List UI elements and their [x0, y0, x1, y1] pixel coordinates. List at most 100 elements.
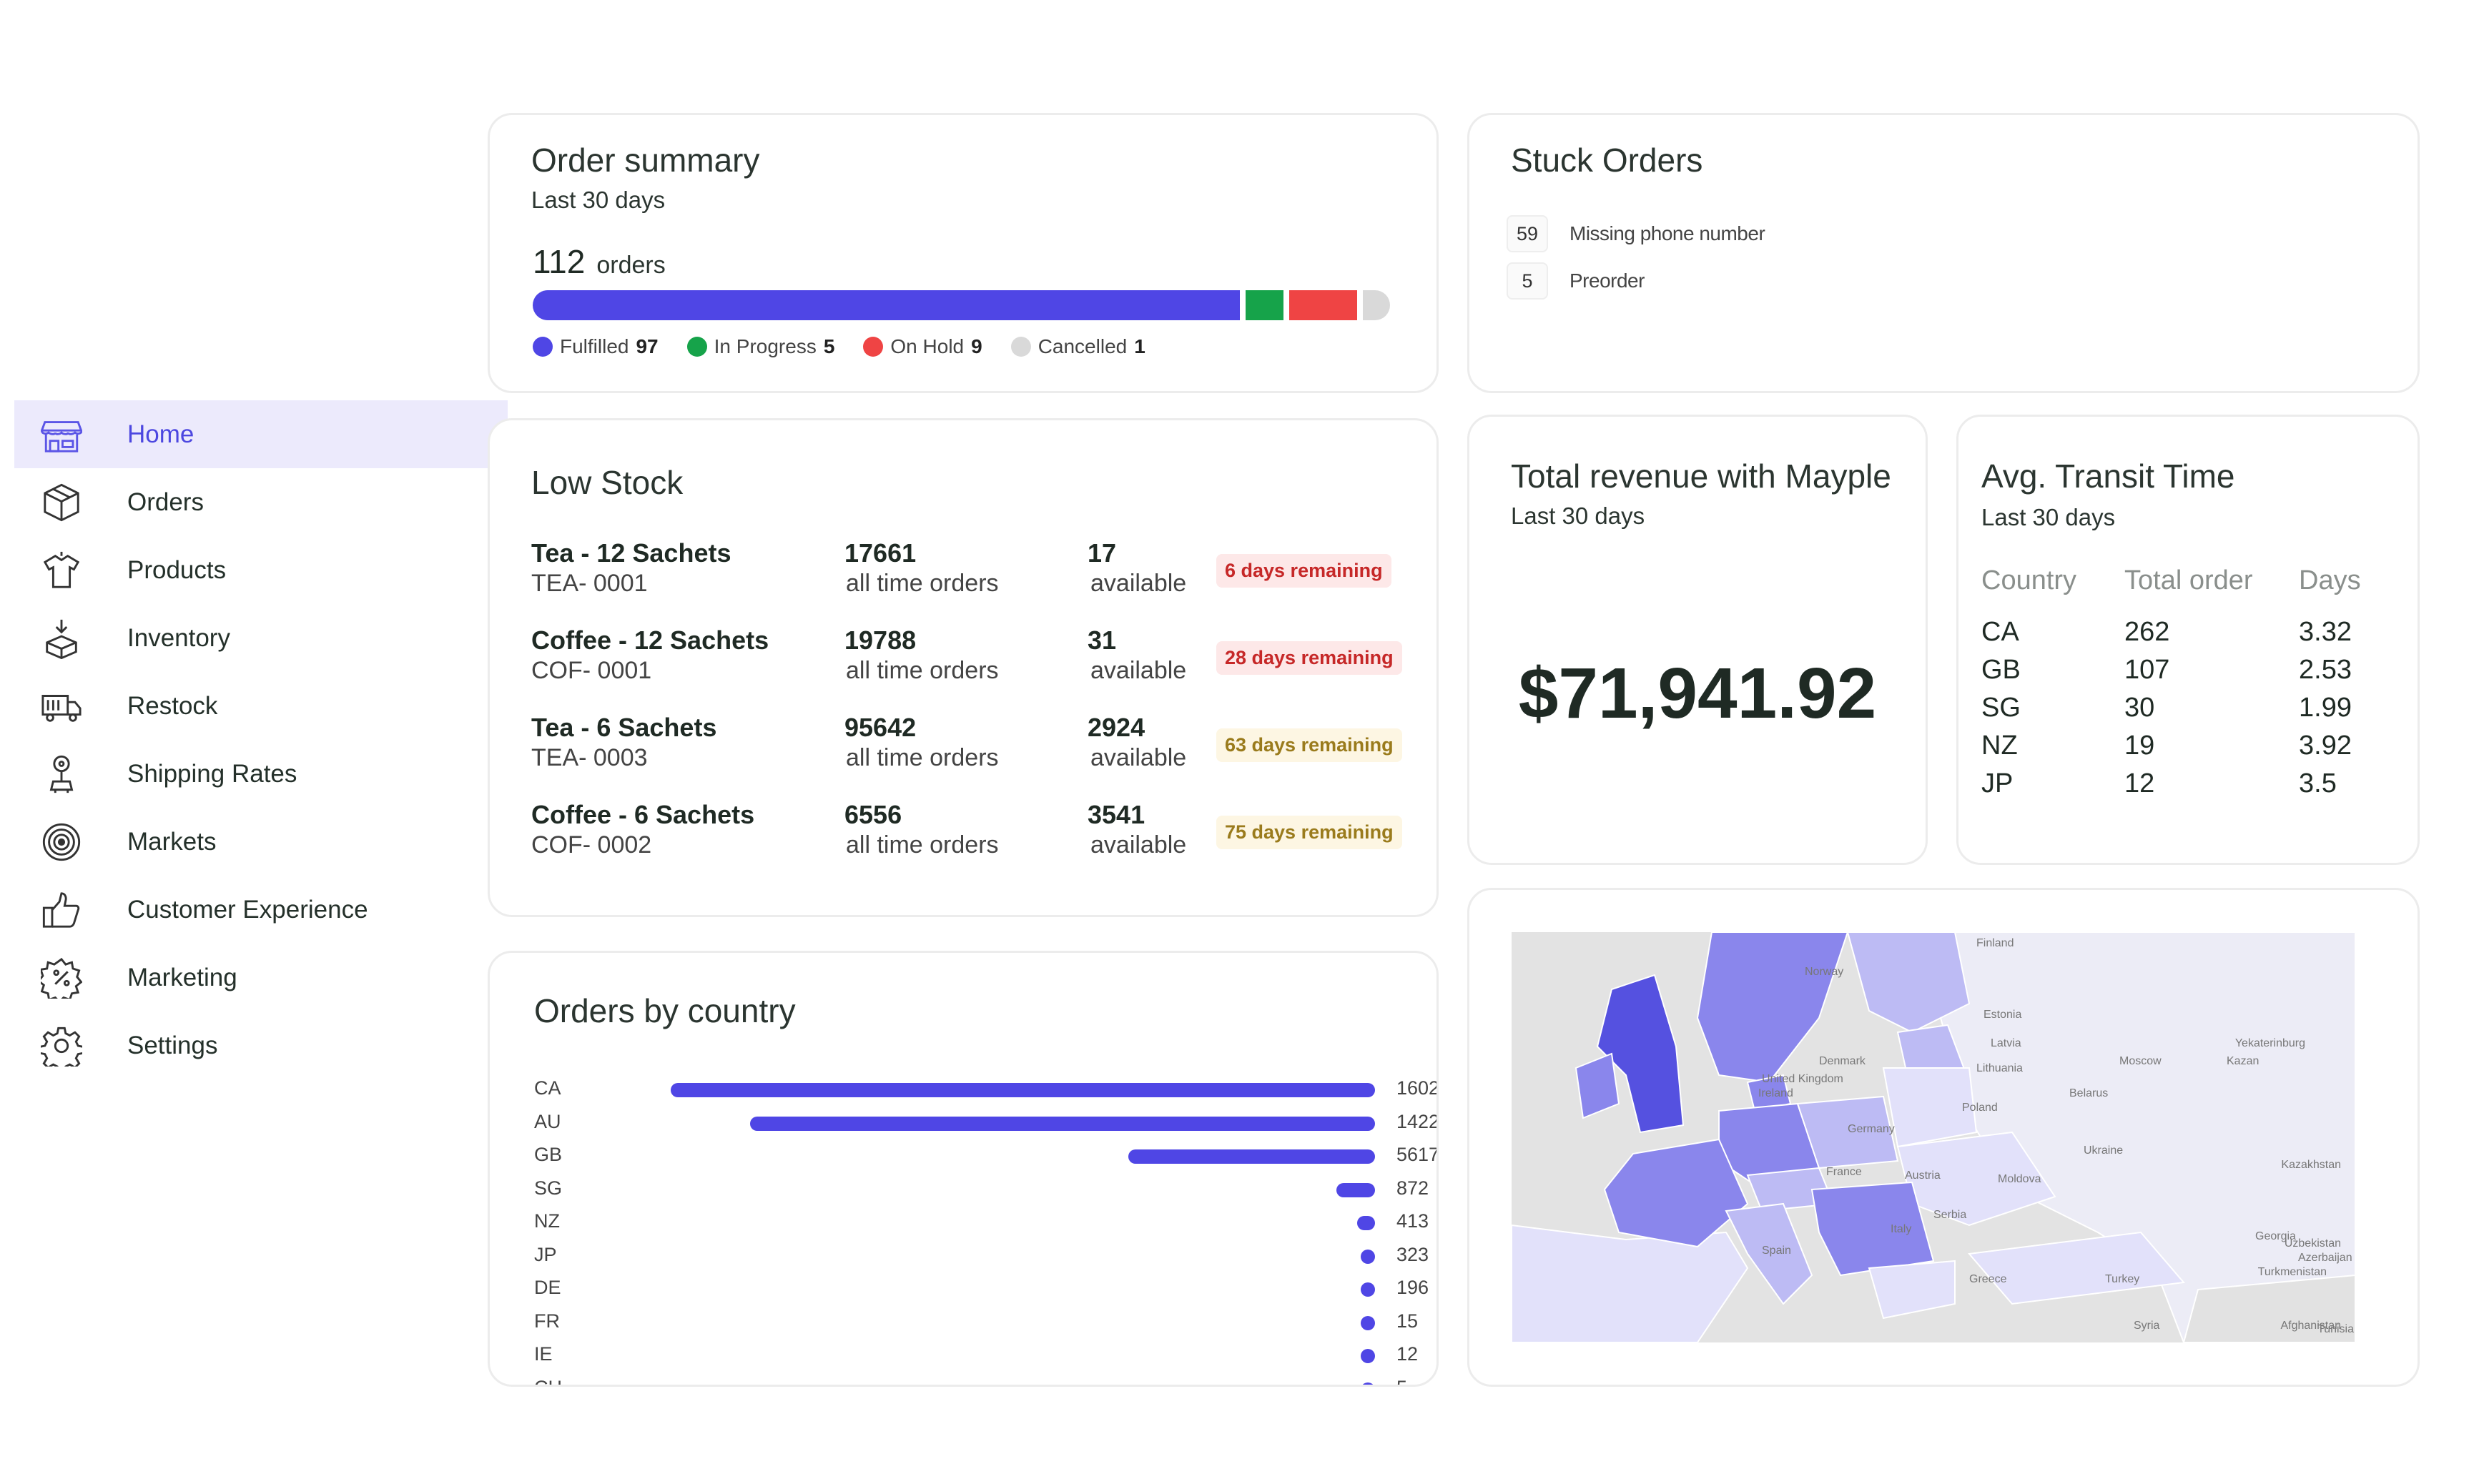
transit-days: 3.5 — [2299, 768, 2337, 798]
column-header: Days — [2299, 565, 2361, 595]
legend-item: In Progress 5 — [686, 335, 834, 358]
country-bar-row: NZ 413 — [534, 1206, 1429, 1239]
map-region-france[interactable] — [1603, 1138, 1749, 1248]
country-bar-row: DE 196 — [534, 1272, 1429, 1305]
truck-icon — [41, 686, 82, 727]
map-place-label: Belarus — [2069, 1087, 2108, 1099]
sidebar-item-label: Home — [127, 420, 194, 448]
country-bar — [1361, 1282, 1375, 1297]
low-stock-row[interactable]: Tea - 6 Sachets TEA- 0003 95642 all time or… — [531, 713, 1425, 791]
country-code: NZ — [534, 1210, 560, 1232]
map-place-label: United Kingdom — [1762, 1073, 1843, 1085]
legend-item: Cancelled 1 — [1010, 335, 1145, 358]
map-place-label: Azerbaijan — [2298, 1252, 2352, 1264]
product-sku: COF- 0002 — [531, 831, 652, 859]
map-place-label: Estonia — [1983, 1009, 2021, 1021]
country-code: JP — [534, 1243, 557, 1265]
order-status-segment — [1363, 290, 1391, 320]
card-subtitle: Last 30 days — [1981, 504, 2116, 530]
map-region-finland[interactable] — [1846, 932, 1971, 1034]
discount-badge-icon — [41, 957, 82, 999]
country-value: 12 — [1396, 1343, 1419, 1365]
low-stock-card: Low Stock Tea - 12 Sachets TEA- 0001 17661… — [488, 418, 1439, 917]
product-name: Coffee - 12 Sachets — [531, 625, 769, 655]
country-code: CA — [534, 1077, 561, 1099]
sidebar-item-markets[interactable]: Markets — [14, 808, 508, 876]
available-label: available — [1090, 744, 1187, 771]
map-place-label: Denmark — [1819, 1055, 1866, 1067]
transit-total-order: 19 — [2124, 731, 2155, 761]
map-place-label: Norway — [1805, 966, 1843, 978]
country-code: AU — [534, 1110, 561, 1132]
sidebar-item-restock[interactable]: Restock — [14, 672, 508, 740]
transit-days: 2.53 — [2299, 655, 2352, 685]
sidebar-item-customer-experience[interactable]: Customer Experience — [14, 876, 508, 944]
map-region-poland[interactable] — [1796, 1095, 1899, 1169]
card-subtitle: Last 30 days — [1511, 503, 1645, 529]
map-place-label: Serbia — [1933, 1209, 1966, 1221]
card-title: Stuck Orders — [1511, 142, 1703, 179]
card-title: Order summary — [531, 142, 760, 179]
map-place-label: Uzbekistan — [2285, 1237, 2341, 1250]
europe-map[interactable]: Finland Norway Estonia Latvia Lithuania Denma… — [1512, 932, 2355, 1342]
map-region-united-kingdom[interactable] — [1596, 974, 1685, 1134]
column-header: Country — [1981, 565, 2077, 595]
stuck-order-item[interactable]: 5 Preorder — [1507, 262, 1645, 300]
map-land-iberia[interactable] — [1512, 1224, 1749, 1342]
card-title: Avg. Transit Time — [1981, 457, 2235, 495]
boxes-icon — [41, 618, 82, 659]
country-bar-row: JP 323 — [534, 1240, 1429, 1272]
map-place-label: Poland — [1962, 1102, 1998, 1114]
map-region-balkans[interactable] — [1810, 1181, 1935, 1277]
sidebar-item-shipping-rates[interactable]: Shipping Rates — [14, 740, 508, 808]
all-time-orders: 95642 — [844, 713, 917, 742]
sidebar-item-inventory[interactable]: Inventory — [14, 604, 508, 672]
sidebar-item-settings[interactable]: Settings — [14, 1011, 508, 1079]
transit-country: SG — [1981, 693, 2021, 723]
sidebar-item-home[interactable]: Home — [14, 400, 508, 468]
card-subtitle: Last 30 days — [531, 187, 666, 213]
available-label: available — [1090, 831, 1187, 859]
product-name: Tea - 6 Sachets — [531, 713, 717, 742]
sidebar-item-orders[interactable]: Orders — [14, 468, 508, 536]
country-bar-row: SG 872 — [534, 1173, 1429, 1206]
card-title: Orders by country — [534, 992, 796, 1029]
map-region-greece[interactable] — [1868, 1260, 1956, 1320]
country-bar — [1361, 1382, 1375, 1385]
stuck-order-item[interactable]: 59 Missing phone number — [1507, 215, 1765, 252]
country-value: 16027 — [1396, 1077, 1439, 1099]
sidebar-item-label: Restock — [127, 691, 218, 720]
sidebar-item-products[interactable]: Products — [14, 536, 508, 604]
sidebar-item-label: Markets — [127, 827, 217, 856]
shipping-icon — [41, 753, 82, 795]
country-bar-row: AU 14220 — [534, 1107, 1436, 1139]
box-icon — [41, 482, 82, 523]
map-region-belarus[interactable] — [1882, 1067, 1978, 1148]
map-place-label: Moscow — [2119, 1055, 2162, 1067]
map-region-middle-east[interactable] — [2182, 1274, 2355, 1342]
order-status-legend: Fulfilled 97 In Progress 5 On Hold 9 Cancelled… — [533, 335, 1145, 358]
low-stock-row[interactable]: Tea - 12 Sachets TEA- 0001 17661 all time o… — [531, 538, 1425, 617]
legend-label: Cancelled — [1038, 335, 1128, 357]
available-label: available — [1090, 570, 1187, 597]
store-icon — [41, 414, 82, 455]
sidebar-item-marketing[interactable]: Marketing — [14, 944, 508, 1011]
days-remaining-badge: 63 days remaining — [1216, 728, 1402, 762]
order-status-segment — [1288, 290, 1358, 320]
transit-total-order: 12 — [2124, 768, 2155, 798]
low-stock-row[interactable]: Coffee - 12 Sachets COF- 0001 19788 all tim… — [531, 625, 1425, 704]
legend-value: 97 — [636, 335, 659, 357]
country-code: SG — [534, 1177, 563, 1199]
legend-dot — [1010, 337, 1031, 357]
gear-icon — [41, 1025, 82, 1067]
map-region-italy[interactable] — [1725, 1202, 1813, 1305]
map-region-ireland[interactable] — [1574, 1052, 1620, 1119]
sidebar-item-label: Marketing — [127, 963, 237, 991]
all-time-orders-label: all time orders — [846, 831, 999, 859]
low-stock-row[interactable]: Coffee - 6 Sachets COF- 0002 6556 all time … — [531, 800, 1425, 879]
country-bar-row: IE 12 — [534, 1339, 1418, 1372]
sidebar-item-label: Orders — [127, 488, 204, 516]
country-code: DE — [534, 1277, 561, 1298]
map-region-turkey[interactable] — [1968, 1231, 2185, 1305]
available-count: 17 — [1088, 538, 1117, 568]
